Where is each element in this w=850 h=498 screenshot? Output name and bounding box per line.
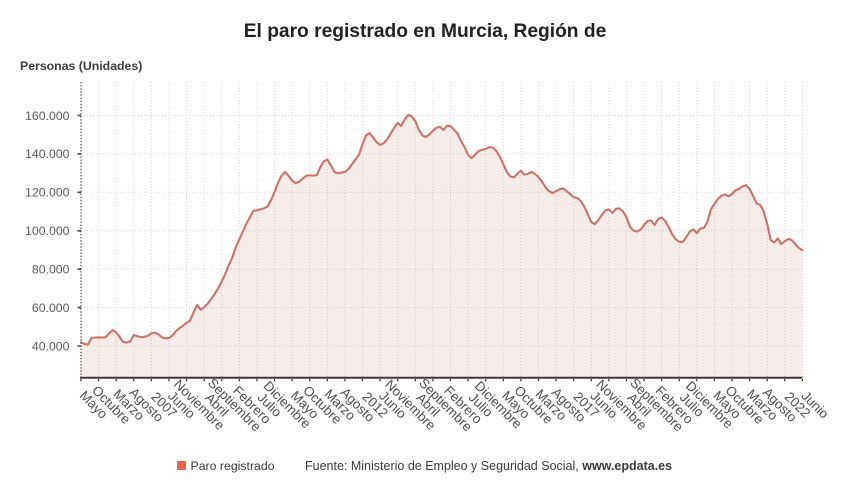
svg-text:60.000: 60.000 [32,301,70,315]
svg-text:80.000: 80.000 [32,263,70,277]
svg-text:40.000: 40.000 [32,339,70,353]
svg-text:160.000: 160.000 [25,109,70,123]
svg-text:140.000: 140.000 [25,147,70,161]
svg-text:120.000: 120.000 [25,186,70,200]
svg-text:100.000: 100.000 [25,224,70,238]
